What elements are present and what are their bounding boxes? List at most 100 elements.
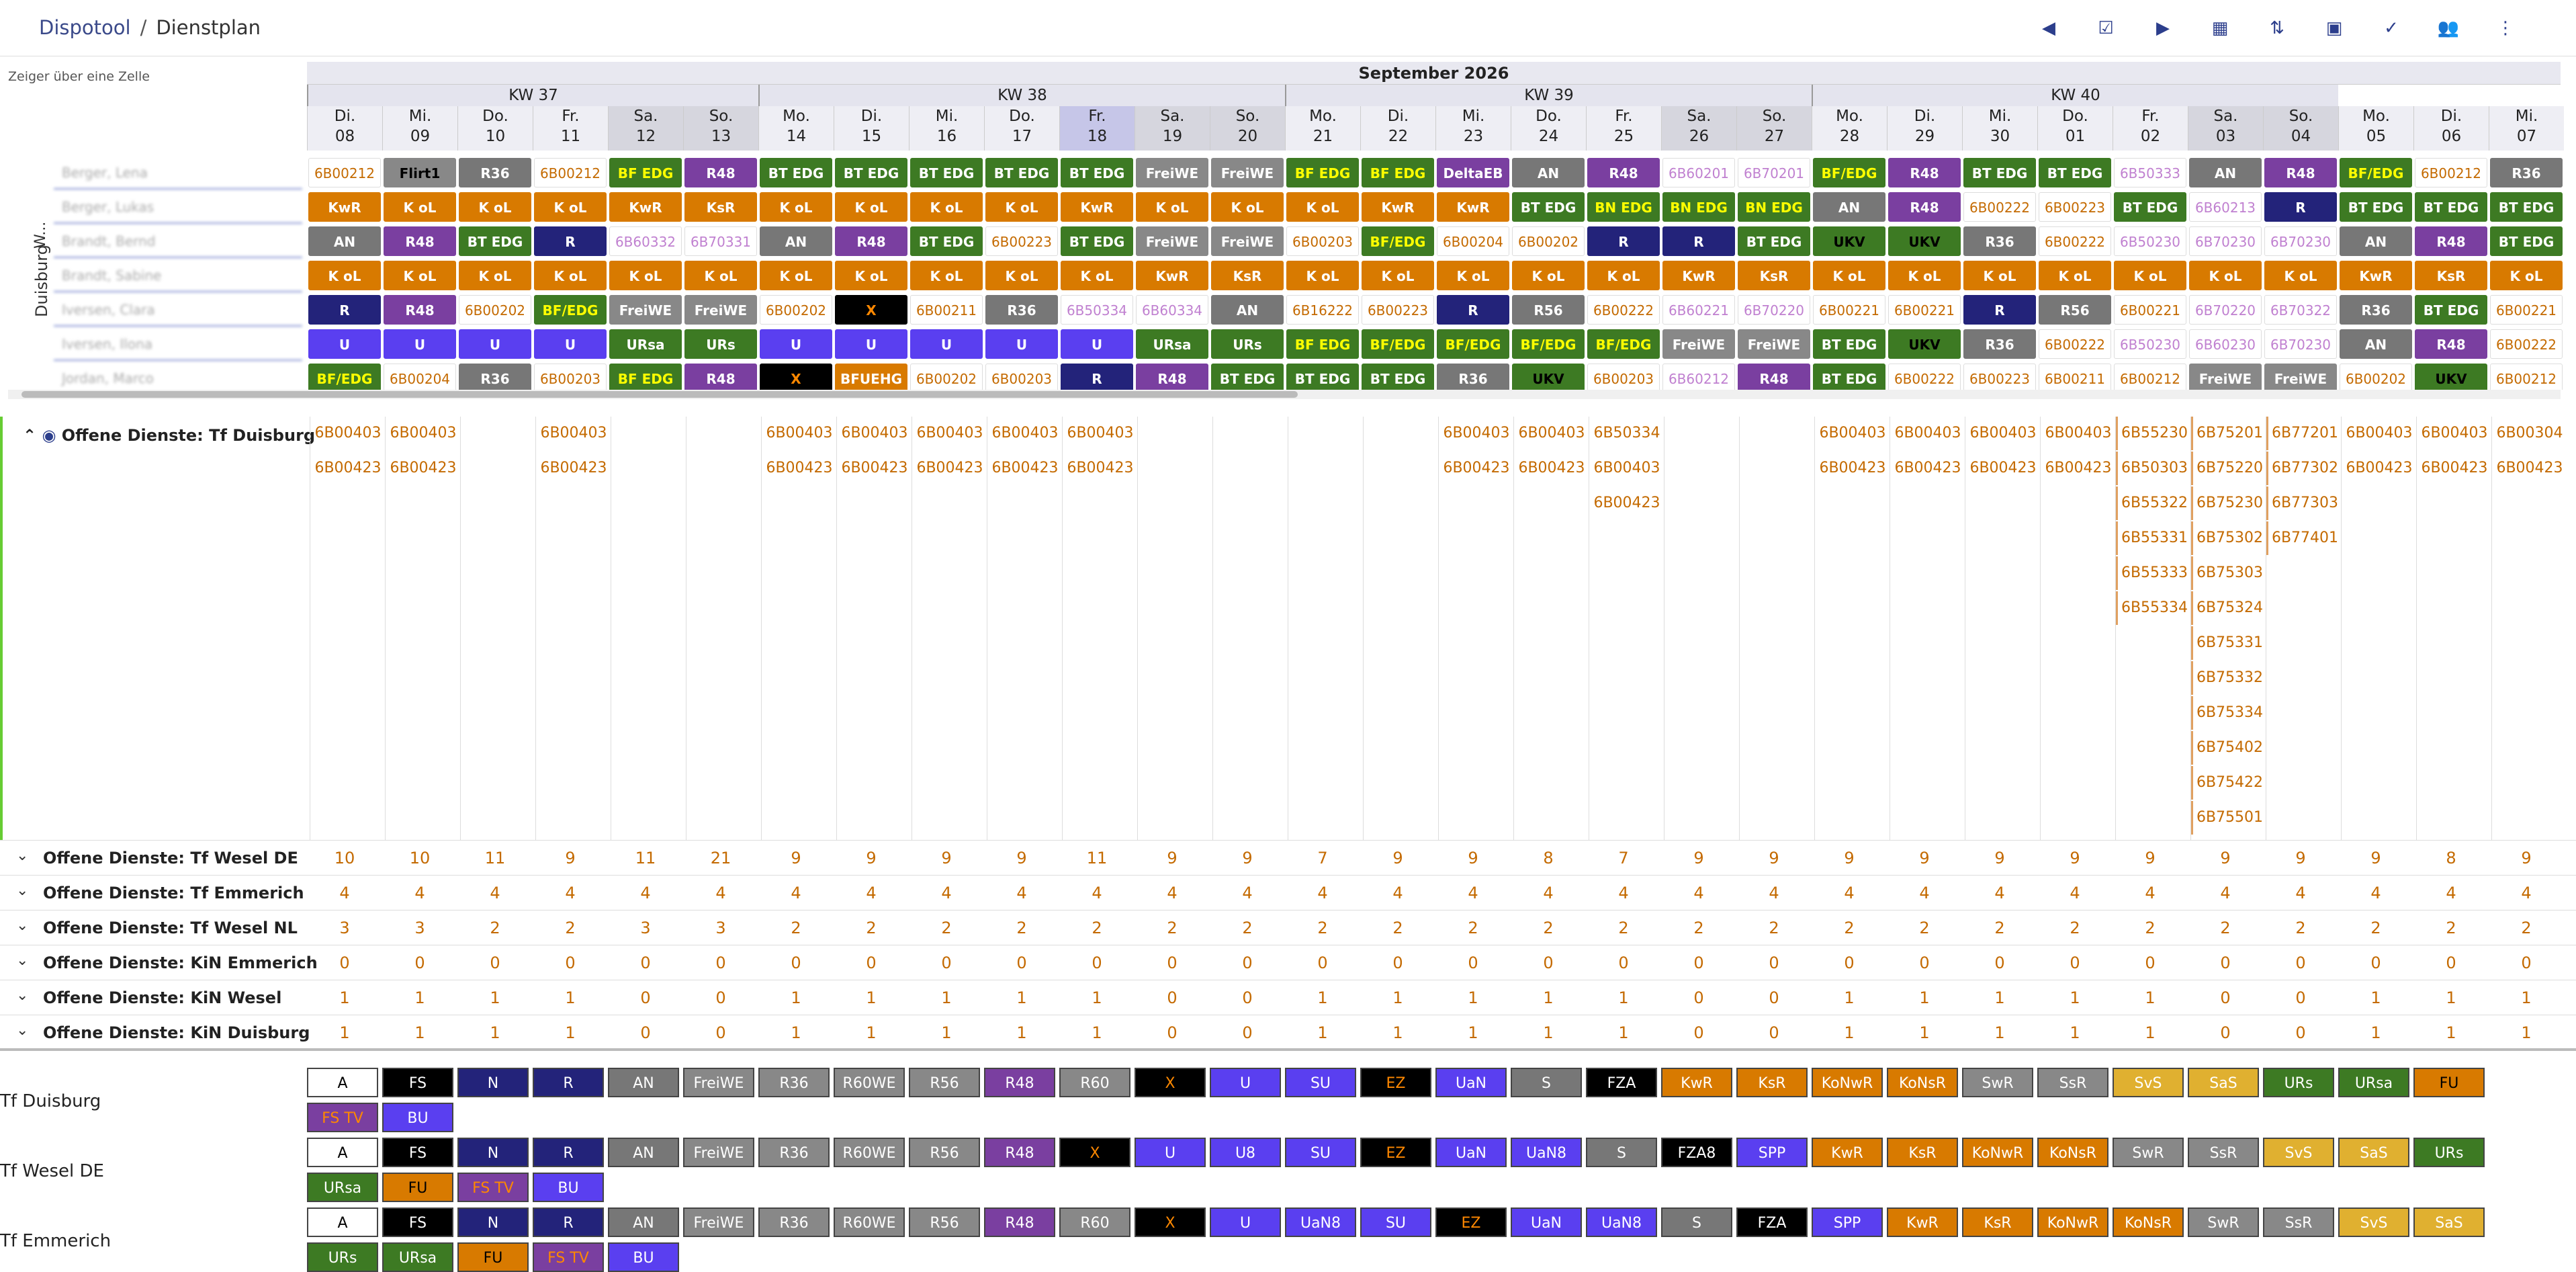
open-duty-count[interactable]: 1 (866, 988, 877, 1007)
legend-chip[interactable]: N (457, 1138, 529, 1167)
day-header[interactable]: Do. 24 (1511, 106, 1586, 151)
open-duty-count[interactable]: 3 (339, 919, 350, 937)
open-duty-count[interactable]: 2 (1919, 919, 1930, 937)
shift-cell[interactable]: K oL (1587, 261, 1660, 290)
shift-cell[interactable]: 6B60213 (2189, 192, 2262, 222)
open-duty-count[interactable]: 0 (1016, 953, 1027, 972)
open-duty-count[interactable]: 4 (1167, 884, 1178, 902)
expand-icon[interactable]: ⌄ (16, 952, 29, 969)
open-duty-count[interactable]: 21 (710, 849, 731, 867)
legend-chip[interactable]: UaN8 (1285, 1207, 1356, 1237)
open-duty-count[interactable]: 0 (640, 988, 651, 1007)
shift-cell[interactable]: AN (760, 226, 832, 256)
open-duty-count[interactable]: 0 (1167, 1023, 1178, 1042)
open-duty-count[interactable]: 4 (2295, 884, 2306, 902)
shift-cell[interactable]: K oL (534, 261, 607, 290)
shift-cell[interactable]: KwR (1061, 192, 1133, 222)
shift-cell[interactable]: BF EDG (609, 158, 682, 187)
shift-cell[interactable]: 6B00212 (2490, 364, 2563, 390)
legend-chip[interactable]: S (1661, 1207, 1732, 1237)
open-duty-count[interactable]: 0 (1693, 953, 1704, 972)
shift-cell[interactable]: X (760, 364, 832, 390)
shift-cell[interactable]: FreiWE (2189, 364, 2262, 390)
open-duty-count[interactable]: 0 (1919, 953, 1930, 972)
shift-cell[interactable]: R48 (1888, 158, 1961, 187)
open-duty-count[interactable]: 4 (2521, 884, 2532, 902)
legend-chip[interactable]: R60WE (834, 1138, 905, 1167)
open-duty-code[interactable]: 6B00423 (540, 460, 607, 476)
shift-cell[interactable]: FreiWE (609, 295, 682, 325)
shift-cell[interactable]: R48 (1888, 192, 1961, 222)
open-duty-code[interactable]: 6B00423 (390, 460, 457, 476)
open-duty-count[interactable]: 1 (1919, 1023, 1930, 1042)
open-duty-count[interactable]: 0 (2370, 953, 2381, 972)
shift-cell[interactable]: KwR (1136, 261, 1208, 290)
day-header[interactable]: Mi. 23 (1435, 106, 1511, 151)
shift-cell[interactable]: 6B70230 (2264, 329, 2337, 359)
open-duty-count[interactable]: 8 (1543, 849, 1554, 867)
shift-cell[interactable]: BT EDG (760, 158, 832, 187)
open-duty-count[interactable]: 0 (1468, 953, 1478, 972)
legend-chip[interactable]: URsa (382, 1242, 453, 1272)
shift-cell[interactable]: R36 (985, 295, 1058, 325)
legend-chip[interactable]: SU (1360, 1207, 1431, 1237)
legend-chip[interactable]: R48 (984, 1207, 1055, 1237)
open-duty-count[interactable]: 1 (1016, 1023, 1027, 1042)
shift-cell[interactable]: 6B00203 (1587, 364, 1660, 390)
legend-chip[interactable]: R60WE (834, 1068, 905, 1097)
shift-cell[interactable]: K oL (2490, 261, 2563, 290)
open-duty-count[interactable]: 0 (866, 953, 877, 972)
open-duty-count[interactable]: 0 (2446, 953, 2456, 972)
shift-cell[interactable]: BF/EDG (1512, 329, 1585, 359)
shift-cell[interactable]: KwR (2340, 261, 2412, 290)
open-duty-count[interactable]: 1 (339, 988, 350, 1007)
open-duty-count[interactable]: 0 (1769, 1023, 1779, 1042)
open-duty-code[interactable]: 6B75230 (2191, 486, 2266, 520)
open-duty-count[interactable]: 9 (1844, 849, 1855, 867)
open-duty-count[interactable]: 1 (490, 1023, 500, 1042)
shift-cell[interactable]: U (534, 329, 607, 359)
shift-cell[interactable]: K oL (2264, 261, 2337, 290)
open-duty-count[interactable]: 9 (791, 849, 801, 867)
shift-cell[interactable]: UKV (1888, 226, 1961, 256)
open-duty-code[interactable]: 6B00423 (2045, 460, 2112, 476)
open-duty-count[interactable]: 4 (2370, 884, 2381, 902)
shift-cell[interactable]: 6B50230 (2114, 329, 2186, 359)
open-duty-count[interactable]: 0 (414, 953, 425, 972)
shift-cell[interactable]: BT EDG (2340, 192, 2412, 222)
legend-chip[interactable]: R60 (1059, 1207, 1130, 1237)
open-duty-count[interactable]: 2 (2446, 919, 2456, 937)
legend-chip[interactable]: N (457, 1207, 529, 1237)
sort-button[interactable]: ⇅ (2270, 18, 2284, 38)
shift-cell[interactable]: BT EDG (1738, 226, 1810, 256)
open-duty-count[interactable]: 1 (1994, 1023, 2005, 1042)
open-duty-code[interactable]: 6B55333 (2116, 556, 2191, 590)
shift-cell[interactable]: FreiWE (2264, 364, 2337, 390)
legend-chip[interactable]: BU (382, 1103, 453, 1132)
shift-cell[interactable]: R48 (2264, 158, 2337, 187)
shift-cell[interactable]: KwR (609, 192, 682, 222)
shift-cell[interactable]: 6B70230 (2189, 226, 2262, 256)
shift-cell[interactable]: K oL (910, 192, 983, 222)
open-duty-count[interactable]: 0 (1618, 953, 1629, 972)
legend-chip[interactable]: SvS (2263, 1138, 2334, 1167)
legend-chip[interactable]: U8 (1210, 1138, 1281, 1167)
open-duty-code[interactable]: 6B00423 (314, 460, 382, 476)
shift-cell[interactable]: BT EDG (1061, 226, 1133, 256)
open-duty-code[interactable]: 6B00423 (2346, 460, 2413, 476)
open-duty-count[interactable]: 8 (2446, 849, 2456, 867)
legend-chip[interactable]: X (1135, 1068, 1206, 1097)
legend-chip[interactable]: URs (2263, 1068, 2334, 1097)
shift-cell[interactable]: R (308, 295, 381, 325)
shift-cell[interactable]: K oL (1888, 261, 1961, 290)
open-duty-code[interactable]: 6B75402 (2191, 731, 2266, 765)
legend-chip[interactable]: URsa (307, 1173, 378, 1202)
shift-cell[interactable]: R (1061, 364, 1133, 390)
open-duty-count[interactable]: 1 (2370, 1023, 2381, 1042)
open-duty-count[interactable]: 9 (1994, 849, 2005, 867)
shift-cell[interactable]: BT EDG (1963, 158, 2036, 187)
open-duty-count[interactable]: 1 (339, 1023, 350, 1042)
legend-chip[interactable]: KsR (1962, 1207, 2033, 1237)
open-duty-count[interactable]: 2 (1468, 919, 1478, 937)
open-duty-code[interactable]: 6B77401 (2266, 521, 2342, 555)
